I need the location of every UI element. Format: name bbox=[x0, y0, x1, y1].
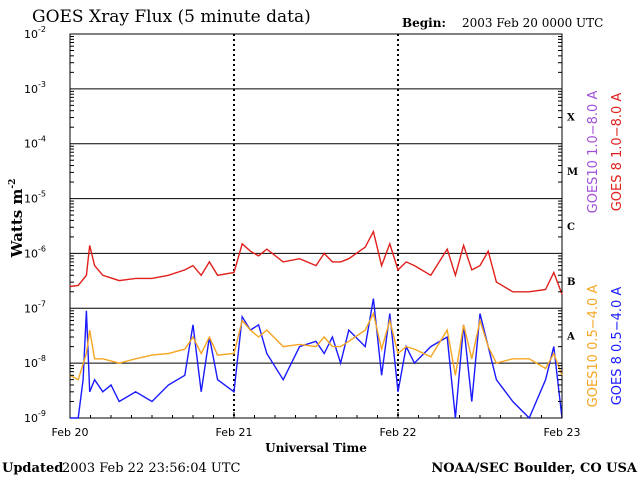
footer-updated-value: 2003 Feb 22 23:56:04 UTC bbox=[62, 461, 240, 476]
y-tick-label: 10-5 bbox=[24, 190, 46, 206]
legend-entry: GOES10 0.5−4.0 A bbox=[586, 285, 601, 408]
flare-class-labels: A B C M X bbox=[566, 112, 578, 342]
legend-entry: GOES 8 0.5−4.0 A bbox=[610, 287, 625, 406]
y-axis-label-exp: -2 bbox=[8, 179, 18, 189]
y-axis-ticks: 10-9 10-8 10-7 10-6 10-5 10-4 10-3 10-2 bbox=[24, 25, 562, 425]
y-tick-label: 10-2 bbox=[24, 25, 46, 41]
legend-entry: GOES 8 1.0−8.0 A bbox=[610, 93, 625, 212]
series-line bbox=[69, 311, 563, 381]
begin-label: Begin: bbox=[402, 16, 446, 30]
series-line bbox=[70, 298, 563, 420]
x-tick-label: Feb 20 bbox=[52, 426, 89, 439]
flare-class-label: M bbox=[567, 167, 578, 178]
plot-area bbox=[69, 33, 563, 419]
chart-title: GOES Xray Flux (5 minute data) bbox=[32, 7, 311, 27]
flare-class-label: A bbox=[566, 332, 575, 343]
y-tick-label: 10-7 bbox=[24, 299, 46, 315]
flare-class-label: B bbox=[567, 277, 575, 288]
begin-value: 2003 Feb 20 0000 UTC bbox=[462, 16, 603, 30]
x-tick-label: Feb 21 bbox=[216, 426, 253, 439]
x-axis-ticks: Feb 20 Feb 21 Feb 22 Feb 23 bbox=[52, 412, 581, 439]
y-tick-label: 10-6 bbox=[24, 244, 46, 260]
series-line bbox=[69, 229, 563, 295]
x-tick-label: Feb 23 bbox=[544, 426, 581, 439]
flare-class-label: X bbox=[567, 112, 575, 123]
series-lines bbox=[69, 229, 563, 420]
footer-updated-label: Updated bbox=[2, 461, 63, 476]
footer-credit: NOAA/SEC Boulder, CO USA bbox=[431, 461, 638, 476]
y-tick-label: 10-9 bbox=[24, 409, 46, 425]
y-tick-label: 10-3 bbox=[24, 80, 46, 96]
flare-class-label: C bbox=[567, 222, 575, 233]
y-tick-label: 10-4 bbox=[24, 135, 46, 151]
legend: GOES 8 1.0−8.0 A GOES10 1.0−8.0 A GOES 8 0… bbox=[586, 91, 625, 408]
svg-text:Watts m-2: Watts m-2 bbox=[8, 179, 26, 259]
plot-frame bbox=[69, 33, 563, 419]
legend-entry: GOES10 1.0−8.0 A bbox=[586, 91, 601, 214]
x-axis-label: Universal Time bbox=[265, 441, 367, 455]
x-tick-label: Feb 22 bbox=[380, 426, 417, 439]
y-axis-label: Watts m-2 bbox=[8, 179, 26, 259]
y-axis-label-text: Watts m bbox=[8, 189, 26, 259]
y-tick-label: 10-8 bbox=[24, 354, 46, 370]
